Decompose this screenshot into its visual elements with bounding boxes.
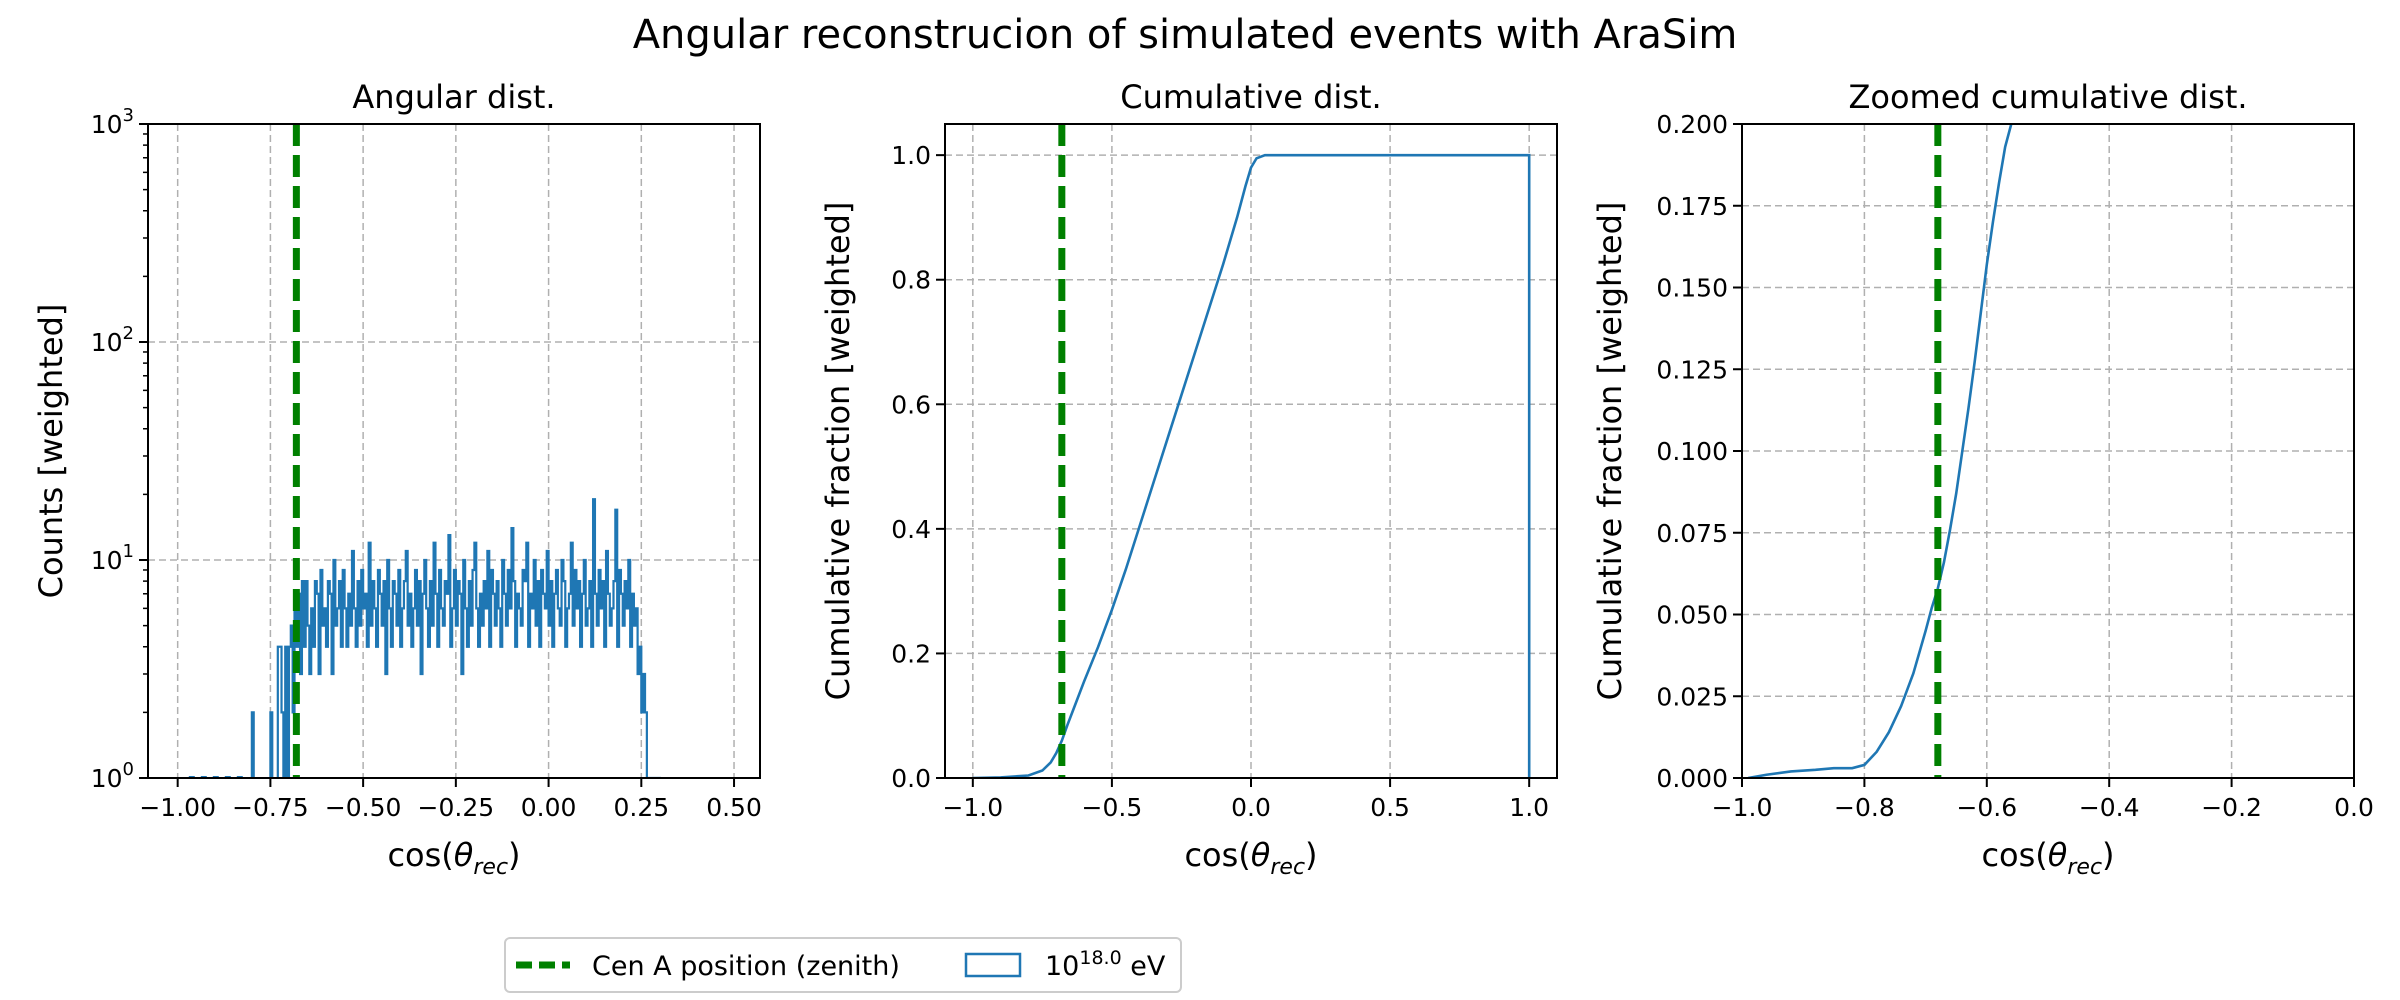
x-tick-label: 0.50 [706,793,762,822]
y-tick-label: 0.075 [1656,519,1728,548]
x-tick-label: −0.75 [232,793,309,822]
y-tick-label: 0.050 [1656,601,1728,630]
y-tick-exp: 2 [123,323,134,344]
y-tick-exp: 3 [123,105,134,126]
x-axis-label: cos(θrec) [1184,836,1317,880]
y-tick-label: 103 [91,105,134,139]
legend-energy-label: 1018.0 eV [1045,947,1166,982]
y-axis-label: Cumulative fraction [weighted] [819,202,857,701]
y-tick-label: 0.6 [891,390,931,419]
y-tick-base: 10 [91,546,123,575]
x-tick-label: 1.0 [1509,793,1549,822]
plot-data [972,124,1531,778]
y-tick-base: 10 [91,764,123,793]
x-axis-label-part: rec [473,855,508,880]
y-tick-label: 0.150 [1656,274,1728,303]
x-tick-label: −0.8 [1834,793,1895,822]
x-tick-label: −0.25 [418,793,495,822]
x-axis-label: cos(θrec) [1981,836,2114,880]
legend-frame [504,937,1182,993]
y-tick-base: 10 [91,328,123,357]
x-axis-label-part: ) [2102,836,2114,874]
y-tick-label: 0.8 [891,266,931,295]
plot-data [1747,124,2013,778]
y-tick-label: 0.125 [1656,355,1728,384]
y-tick-label: 0.4 [891,515,931,544]
y-tick-label: 0.000 [1656,764,1728,793]
x-axis-label-part: cos( [1184,836,1250,874]
panels: −1.00 −0.75 −0.50 −0.25 0.00 0.25 0.5010010110… [32,78,2374,880]
y-tick-exp: 0 [123,759,134,780]
legend-energy-exp: 18.0 [1079,947,1121,969]
chart-panel-1: −1.00 −0.75 −0.50 −0.25 0.00 0.25 0.5010010110… [32,78,762,880]
x-axis-label-part: θ [454,836,474,874]
legend: Cen A position (zenith) 1018.0 eV [504,937,1182,993]
histogram-series [250,498,661,778]
x-tick-label: −0.2 [2201,793,2262,822]
x-axis-label-part: rec [2067,855,2102,880]
x-axis-label-part: θ [1251,836,1271,874]
y-tick-label: 100 [91,759,134,793]
x-tick-label: 0.0 [1231,793,1271,822]
cumulative-series [972,153,1531,778]
y-tick-label: 0.2 [891,639,931,668]
x-tick-label: 0.00 [521,793,577,822]
y-tick-label: 1.0 [891,141,931,170]
y-tick-label: 102 [91,323,134,357]
x-tick-label: 0.0 [2334,793,2374,822]
legend-energy-unit: eV [1122,951,1166,982]
x-tick-label: −1.0 [942,793,1003,822]
legend-energy-swatch [964,952,1022,978]
x-tick-label: −0.50 [325,793,402,822]
y-axis-label: Counts [weighted] [32,304,70,599]
y-axis-label: Cumulative fraction [weighted] [1591,202,1629,701]
panel-title: Angular dist. [352,78,555,116]
x-tick-label: −0.6 [1956,793,2017,822]
legend-energy-base: 10 [1045,951,1079,982]
x-axis-label-part: ) [1305,836,1317,874]
figure-title: Angular reconstrucion of simulated event… [633,12,1738,58]
y-tick-label: 0.100 [1656,437,1728,466]
x-tick-label: 0.5 [1370,793,1410,822]
x-tick-label: −1.0 [1712,793,1773,822]
y-tick-exp: 1 [123,541,134,562]
x-axis-label-part: cos( [387,836,453,874]
y-tick-base: 10 [91,110,123,139]
x-axis-label-part: rec [1270,855,1305,880]
axes-frame [147,123,761,779]
x-tick-label: −1.00 [139,793,216,822]
x-axis-label-part: ) [508,836,520,874]
chart-panel-2: −1.0 −0.5 0.0 0.5 1.0 0.0 0.2 0.4 0.6 0.8 1.0 Cumul… [819,78,1558,880]
x-axis-label-part: cos( [1981,836,2047,874]
x-axis-label-part: θ [2048,836,2068,874]
panel-title: Zoomed cumulative dist. [1848,78,2247,116]
y-tick-label: 0.200 [1656,110,1728,139]
x-tick-label: −0.4 [2079,793,2140,822]
chart-panel-3: −1.0 −0.8 −0.6 −0.4 −0.2 0.0 0.000 0.025 0.050 0.… [1591,78,2374,880]
panel-title: Cumulative dist. [1120,78,1381,116]
y-tick-label: 0.0 [891,764,931,793]
x-tick-label: −0.5 [1082,793,1143,822]
x-axis-label: cos(θrec) [387,836,520,880]
x-tick-label: 0.25 [613,793,669,822]
plot-data [188,124,661,778]
y-tick-label: 0.025 [1656,682,1728,711]
y-tick-label: 101 [91,541,134,575]
y-tick-label: 0.175 [1656,192,1728,221]
legend-cen-a-label: Cen A position (zenith) [592,951,900,982]
